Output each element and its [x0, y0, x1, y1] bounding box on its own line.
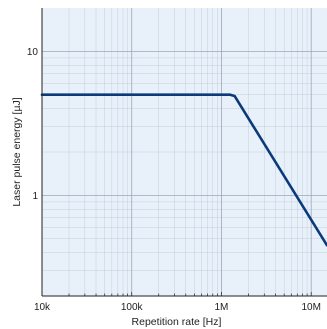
- series-layer: [40, 93, 327, 247]
- plot-area: [42, 8, 327, 296]
- minor-x-gridlines: [68, 8, 308, 296]
- y-tick-label: 1: [32, 191, 38, 202]
- y-tick-label: 10: [27, 47, 39, 58]
- x-tick-label: 10k: [34, 302, 51, 313]
- x-tick-labels: 10k 100k 1M 10M: [34, 302, 321, 313]
- x-axis-title: Repetition rate [Hz]: [132, 316, 222, 328]
- y-tick-labels: 1 10: [27, 47, 39, 202]
- minor-y-gridlines: [42, 57, 327, 271]
- y-axis-title: Laser pulse energy [µJ]: [11, 97, 23, 206]
- x-tick-label: 10M: [301, 302, 320, 313]
- series-line-1: [40, 93, 327, 247]
- x-tick-label: 1M: [215, 302, 229, 313]
- x-minor-tick-marks: [41, 292, 312, 296]
- major-x-gridlines: [131, 8, 312, 296]
- axis-lines: [41, 8, 327, 297]
- major-y-gridlines: [42, 50, 327, 196]
- x-tick-label: 100k: [121, 302, 144, 313]
